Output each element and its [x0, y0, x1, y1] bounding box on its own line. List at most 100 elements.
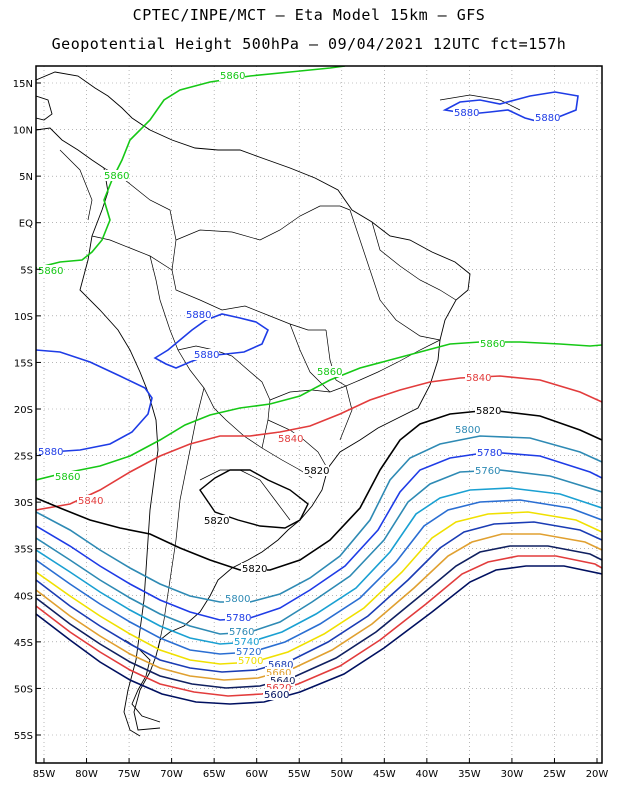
contour-label: 5600 [264, 690, 289, 701]
map-frame [35, 65, 603, 764]
contour-label-background [476, 447, 502, 458]
lon-tick-label: 35W [458, 769, 481, 780]
contour-label-background [267, 659, 293, 670]
lon-tick-label: 75W [118, 769, 141, 780]
lon-tick-label: 55W [288, 769, 311, 780]
lat-tick-label: EQ [19, 219, 33, 230]
contour-label: 5820 [304, 466, 329, 477]
contour-label-background [54, 471, 80, 482]
contour-label-background [225, 612, 251, 623]
contour-label: 5780 [477, 448, 502, 459]
contour-label-background [37, 265, 63, 276]
lon-tick-label: 80W [75, 769, 98, 780]
contour-label: 5860 [480, 339, 505, 350]
lon-tick-label: 65W [203, 769, 226, 780]
contour-label: 5660 [266, 668, 291, 679]
contour-label: 5860 [317, 367, 342, 378]
contour-label: 5800 [225, 594, 250, 605]
contour-label-background [228, 626, 254, 637]
contour-label-background [103, 170, 129, 181]
contour-label-background [233, 636, 259, 647]
contour-label: 5720 [236, 647, 261, 658]
contour-label: 5760 [475, 466, 500, 477]
lat-tick-label: 5N [19, 172, 33, 183]
contour-label: 5820 [242, 564, 267, 575]
contour-label: 5780 [226, 613, 251, 624]
lat-tick-label: 45S [14, 638, 33, 649]
contour-label: 5820 [476, 406, 501, 417]
contour-label: 5880 [454, 108, 479, 119]
contour-label-background [224, 593, 250, 604]
contour-label-background [453, 107, 479, 118]
lat-tick-label: 40S [14, 591, 33, 602]
chart-title: CPTEC/INPE/MCT – Eta Model 15km – GFS [132, 6, 486, 24]
contour-label-background [465, 372, 491, 383]
lon-tick-label: 50W [330, 769, 353, 780]
contour-label-background [479, 338, 505, 349]
contour-label: 5860 [55, 472, 80, 483]
contour-label-background [316, 366, 342, 377]
contour-label: 5700 [238, 656, 263, 667]
lat-tick-label: 20S [14, 405, 33, 416]
contour-label: 5640 [270, 676, 295, 687]
lat-tick-label: 30S [14, 498, 33, 509]
lon-tick-label: 85W [33, 769, 56, 780]
contour-label-background [534, 112, 560, 123]
longitude-tick-labels: 85W 80W 75W 70W 65W 60W 55W 50W 45W 40W 35W 30W 25W 2… [33, 758, 609, 780]
lon-tick-label: 60W [245, 769, 268, 780]
contour-label: 5860 [104, 171, 129, 182]
contour-label-background [193, 349, 219, 360]
lat-tick-label: 10S [14, 312, 33, 323]
contour-label-background [203, 515, 229, 526]
contour-labels: 5860 5880 5880 5860 5860 5880 5880 5860 5860 5840… [37, 70, 560, 701]
contour-label: 5880 [535, 113, 560, 124]
contour-label-background [235, 646, 261, 657]
contour-label: 5880 [186, 310, 211, 321]
lat-tick-label: 25S [14, 452, 33, 463]
lon-tick-label: 25W [543, 769, 566, 780]
lon-tick-label: 20W [586, 769, 609, 780]
contour-label-background [474, 465, 500, 476]
contour-label: 5880 [194, 350, 219, 361]
lat-tick-label: 10N [13, 126, 33, 137]
contour-label-background [475, 405, 501, 416]
contour-label: 5860 [38, 266, 63, 277]
contour-label-background [241, 563, 267, 574]
contour-label: 5740 [234, 637, 259, 648]
lon-tick-label: 40W [416, 769, 439, 780]
contour-label: 5860 [220, 71, 245, 82]
contour-label: 5840 [466, 373, 491, 384]
lat-tick-label: 15S [14, 358, 33, 369]
contour-label-background [265, 667, 291, 678]
chart-subtitle: Geopotential Height 500hPa – 09/04/2021 … [51, 35, 567, 53]
contour-label-background [185, 309, 211, 320]
lon-tick-label: 30W [501, 769, 524, 780]
latitude-tick-labels: 15N 10N 5N EQ 5S 10S 15S 20S 25S 30S 35S 40S 45S 50S 5… [13, 79, 41, 742]
south-america-coastline [36, 71, 471, 737]
lon-tick-label: 45W [373, 769, 396, 780]
contour-label-background [37, 446, 63, 457]
contour-label: 5620 [266, 683, 291, 694]
contour-lines [36, 66, 602, 705]
contour-label-background [269, 675, 295, 686]
lon-tick-label: 70W [160, 769, 183, 780]
contour-label-background [303, 465, 329, 476]
contour-label-background [219, 70, 245, 81]
lat-tick-label: 50S [14, 684, 33, 695]
lat-tick-label: 5S [20, 265, 33, 276]
contour-label: 5820 [204, 516, 229, 527]
contour-label: 5680 [268, 660, 293, 671]
contour-label-background [77, 495, 103, 506]
contour-label-background [237, 655, 263, 666]
contour-label: 5760 [229, 627, 254, 638]
lat-tick-label: 15N [13, 79, 33, 90]
contour-label-background [263, 689, 289, 700]
contour-label: 5880 [38, 447, 63, 458]
lat-tick-label: 55S [14, 731, 33, 742]
contour-label-background [265, 682, 291, 693]
contour-label: 5840 [278, 434, 303, 445]
lat-tick-label: 35S [14, 545, 33, 556]
contour-label-background [454, 424, 480, 435]
contour-label: 5800 [455, 425, 480, 436]
